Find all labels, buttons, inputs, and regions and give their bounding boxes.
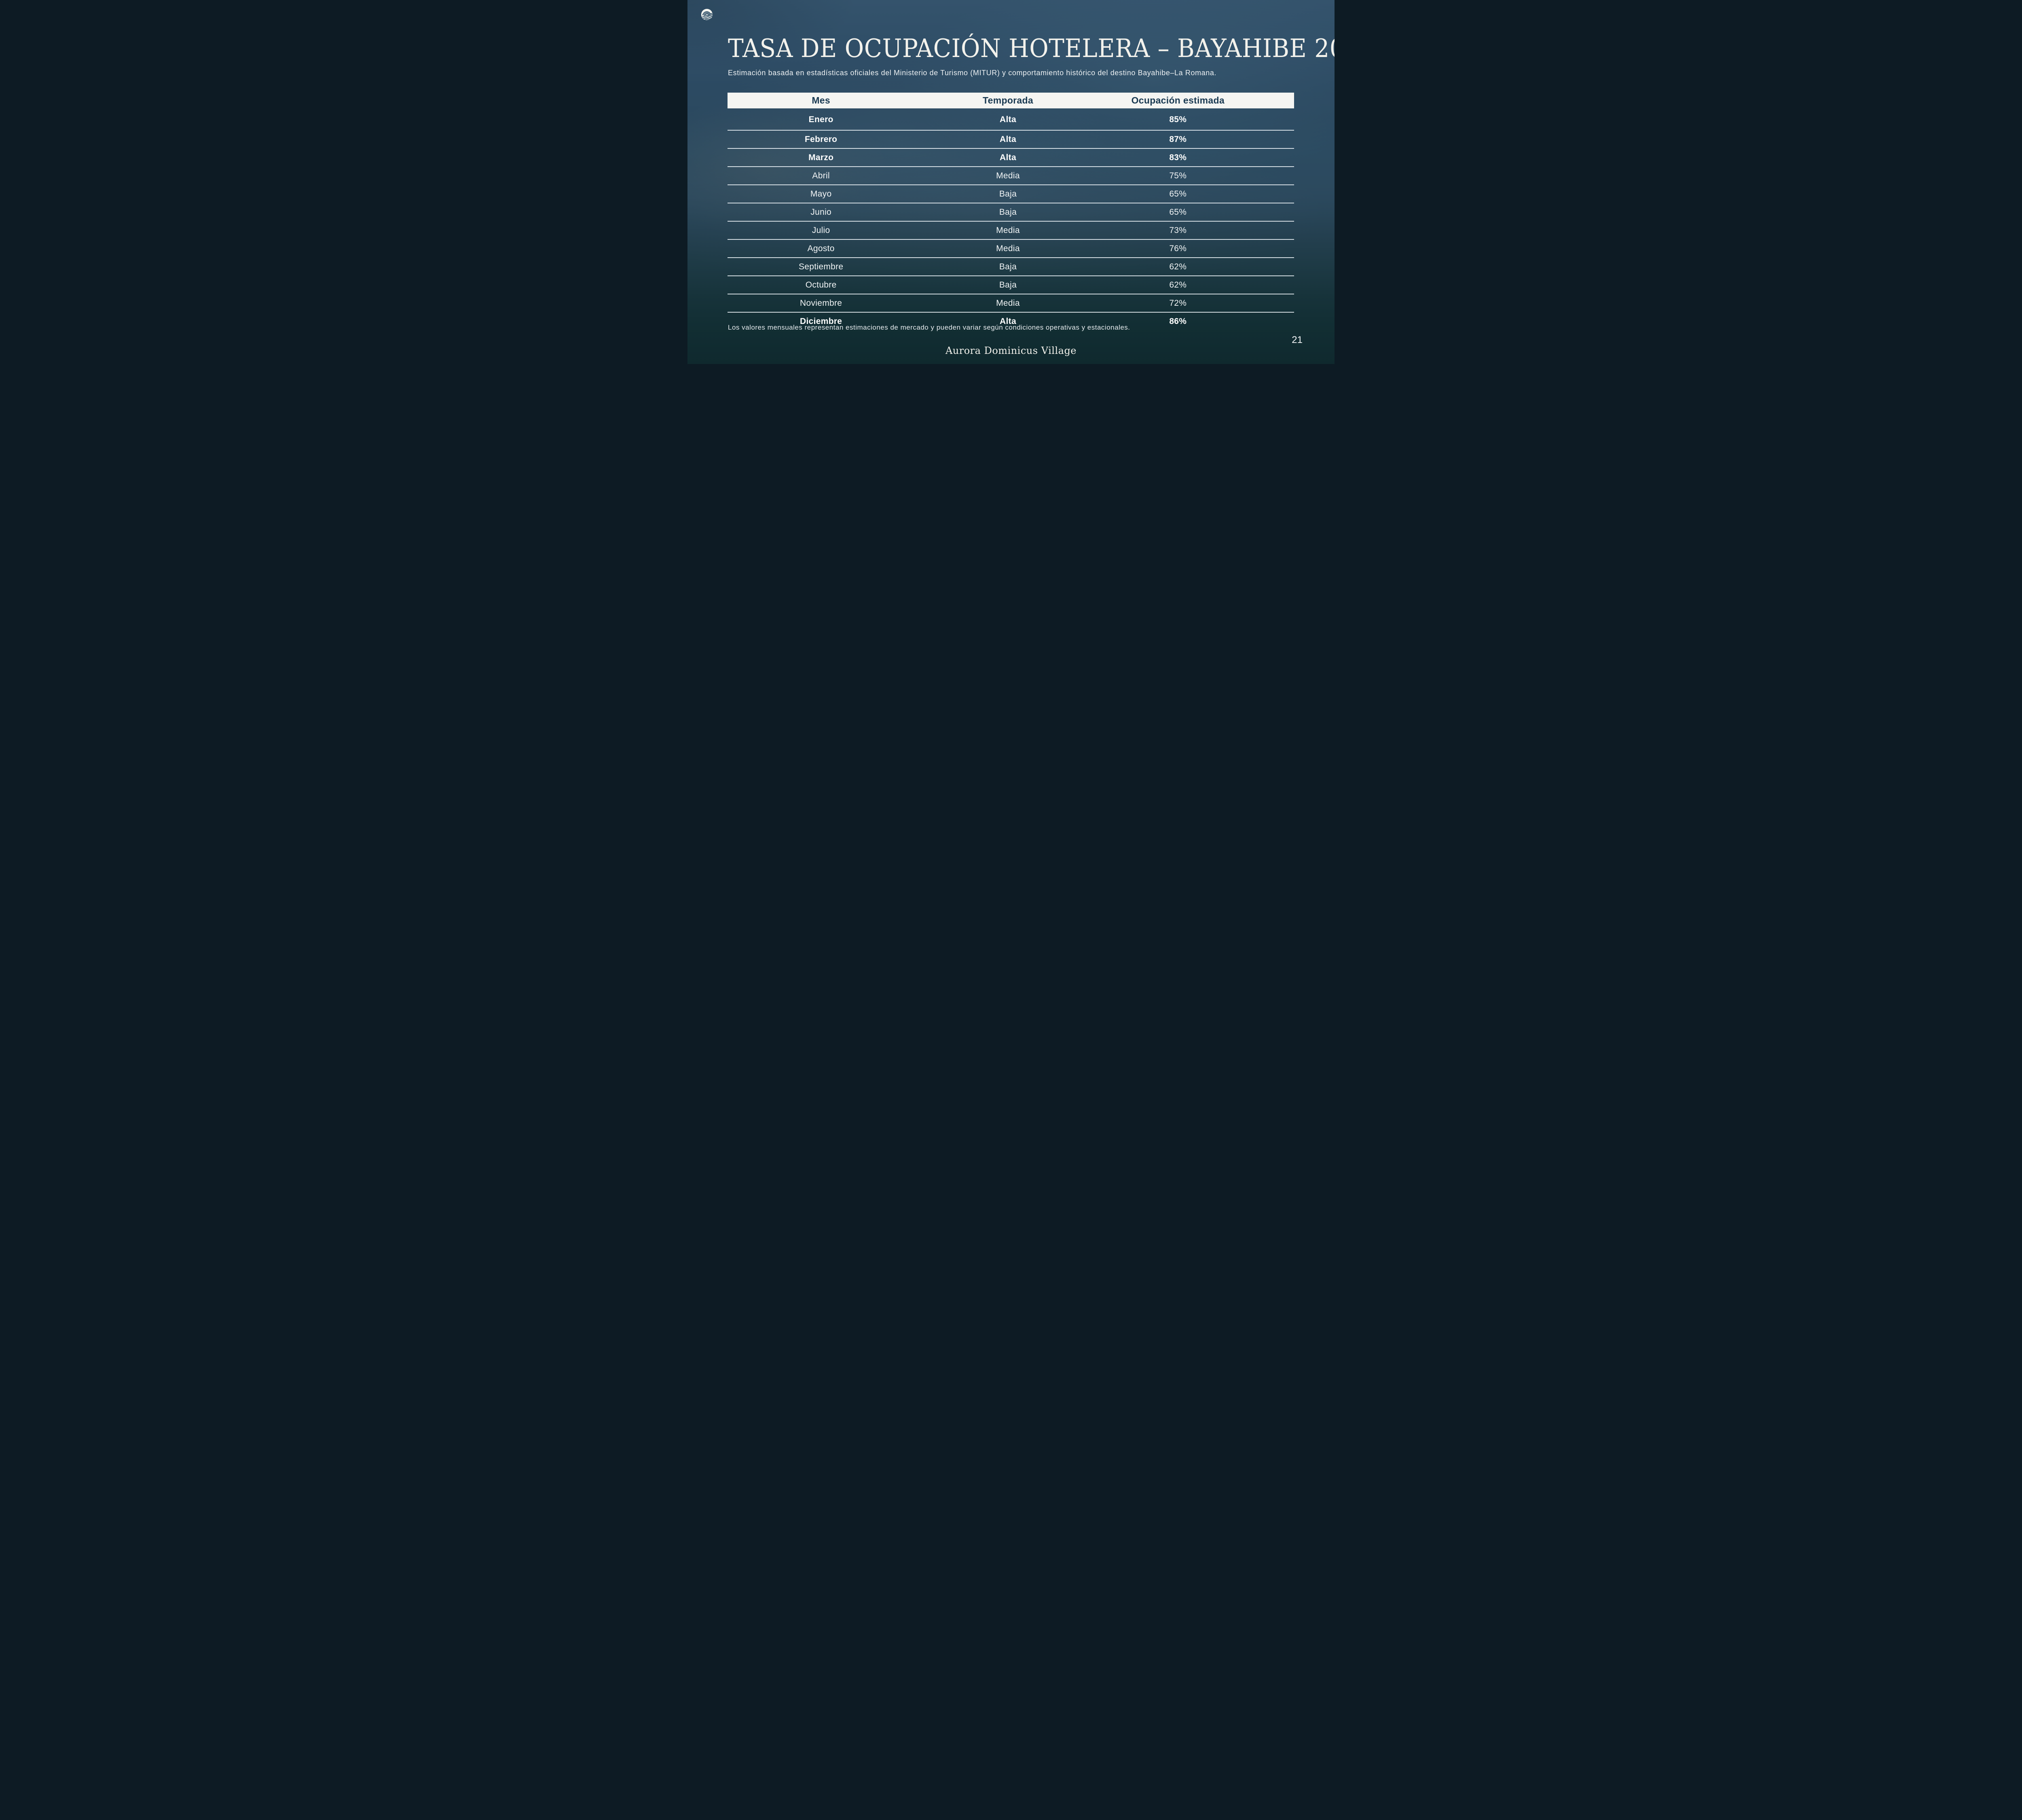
page-title: TASA DE OCUPACIÓN HOTELERA – BAYAHIBE 20… bbox=[728, 33, 1335, 63]
cell-mes: Febrero bbox=[805, 134, 838, 144]
cell-temporada: Baja bbox=[999, 262, 1017, 271]
cell-mes: Septiembre bbox=[798, 262, 844, 271]
cell-temporada: Media bbox=[996, 171, 1020, 180]
cell-mes: Julio bbox=[812, 225, 830, 235]
table-row: Marzo Alta 83% bbox=[728, 149, 1294, 167]
cell-mes: Noviembre bbox=[800, 298, 842, 308]
cell-ocupacion: 72% bbox=[1169, 298, 1187, 308]
column-header-temporada: Temporada bbox=[983, 95, 1033, 106]
table-header-row: Mes Temporada Ocupación estimada bbox=[728, 93, 1294, 108]
cell-mes: Agosto bbox=[807, 243, 835, 253]
background-photo-highlights bbox=[687, 0, 1335, 364]
cell-ocupacion: 86% bbox=[1169, 316, 1187, 326]
table-row: Febrero Alta 87% bbox=[728, 131, 1294, 149]
table-row: Junio Baja 65% bbox=[728, 203, 1294, 222]
wave-circle-logo-icon bbox=[701, 8, 713, 21]
cell-temporada: Baja bbox=[999, 189, 1017, 199]
cell-temporada: Baja bbox=[999, 207, 1017, 217]
cell-temporada: Alta bbox=[1000, 114, 1016, 124]
cell-temporada: Media bbox=[996, 243, 1020, 253]
table-row: Octubre Baja 62% bbox=[728, 276, 1294, 294]
background-vegetation-shade bbox=[687, 0, 1335, 364]
slide: TASA DE OCUPACIÓN HOTELERA – BAYAHIBE 20… bbox=[687, 0, 1335, 364]
cell-mes: Octubre bbox=[805, 280, 837, 290]
cell-mes: Abril bbox=[812, 171, 830, 180]
table-body: Enero Alta 85% Febrero Alta 87% Marzo Al… bbox=[728, 108, 1294, 330]
cell-temporada: Media bbox=[996, 298, 1020, 308]
page-number: 21 bbox=[1292, 334, 1303, 345]
brand-footer: Aurora Dominicus Village bbox=[945, 345, 1077, 356]
page-subtitle: Estimación basada en estadísticas oficia… bbox=[728, 69, 1217, 77]
cell-temporada: Media bbox=[996, 225, 1020, 235]
cell-ocupacion: 85% bbox=[1169, 114, 1187, 124]
table-row: Mayo Baja 65% bbox=[728, 185, 1294, 203]
cell-ocupacion: 83% bbox=[1169, 152, 1187, 162]
cell-mes: Marzo bbox=[808, 152, 834, 162]
occupancy-table: Mes Temporada Ocupación estimada Enero A… bbox=[728, 93, 1294, 330]
cell-ocupacion: 62% bbox=[1169, 280, 1187, 290]
cell-ocupacion: 87% bbox=[1169, 134, 1187, 144]
cell-temporada: Alta bbox=[1000, 152, 1016, 162]
cell-temporada: Alta bbox=[1000, 134, 1016, 144]
table-row: Julio Media 73% bbox=[728, 222, 1294, 240]
column-header-ocupacion: Ocupación estimada bbox=[1131, 95, 1225, 106]
footnote: Los valores mensuales representan estima… bbox=[728, 324, 1130, 331]
table-row: Enero Alta 85% bbox=[728, 108, 1294, 131]
cell-ocupacion: 65% bbox=[1169, 189, 1187, 199]
cell-ocupacion: 62% bbox=[1169, 262, 1187, 271]
cell-ocupacion: 75% bbox=[1169, 171, 1187, 180]
table-row: Noviembre Media 72% bbox=[728, 294, 1294, 313]
cell-temporada: Alta bbox=[1000, 316, 1016, 326]
table-row: Abril Media 75% bbox=[728, 167, 1294, 185]
cell-ocupacion: 73% bbox=[1169, 225, 1187, 235]
cell-mes: Enero bbox=[808, 114, 833, 124]
cell-mes: Diciembre bbox=[800, 316, 842, 326]
cell-ocupacion: 76% bbox=[1169, 243, 1187, 253]
cell-mes: Junio bbox=[810, 207, 832, 217]
cell-temporada: Baja bbox=[999, 280, 1017, 290]
cell-mes: Mayo bbox=[810, 189, 832, 199]
cell-ocupacion: 65% bbox=[1169, 207, 1187, 217]
background-photo bbox=[687, 0, 1335, 364]
column-header-mes: Mes bbox=[812, 95, 830, 106]
table-row: Septiembre Baja 62% bbox=[728, 258, 1294, 276]
table-row: Diciembre Alta 86% bbox=[728, 313, 1294, 330]
table-row: Agosto Media 76% bbox=[728, 240, 1294, 258]
